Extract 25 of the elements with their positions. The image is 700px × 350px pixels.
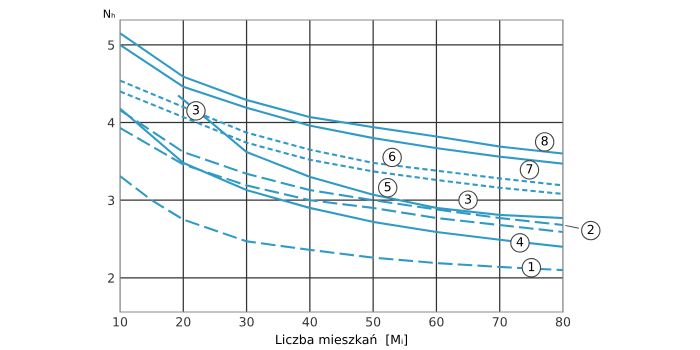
annotation: 1: [528, 262, 534, 272]
annotation: 3: [192, 105, 199, 114]
y-axis-title: Nₕ: [104, 10, 115, 18]
annotation: 6: [389, 152, 396, 162]
x-tick-label: 60: [429, 317, 444, 327]
annotation: 8: [542, 136, 548, 146]
x-tick-label: 30: [240, 317, 254, 327]
x-tick-label: 80: [556, 317, 570, 327]
x-tick-label: 40: [302, 317, 317, 327]
line-series: [120, 44, 563, 165]
x-tick-label: 20: [176, 317, 190, 327]
y-tick-label: 4: [108, 118, 114, 128]
annotation: 2: [588, 224, 594, 234]
x-tick-label: 10: [113, 317, 128, 327]
annotation: 5: [384, 182, 391, 192]
x-tick-label: 70: [492, 317, 507, 327]
y-tick-label: 5: [108, 40, 114, 50]
y-tick-label: 3: [108, 196, 114, 206]
y-tick-label: 2: [108, 273, 114, 283]
x-axis-title: Liczba mieszkań [Mᵢ]: [276, 334, 408, 346]
annotation: 7: [526, 164, 532, 174]
x-tick-label: 50: [366, 317, 380, 327]
line-series: [120, 175, 563, 272]
annotation: 4: [516, 237, 524, 246]
annotation: 3: [465, 194, 472, 204]
